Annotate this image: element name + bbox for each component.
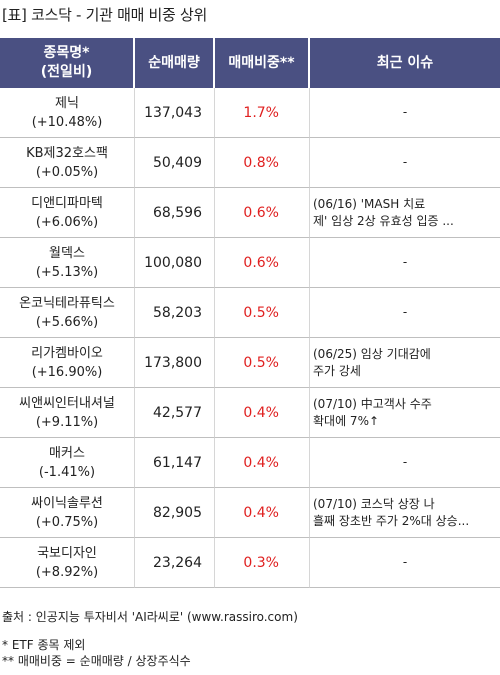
table-body: 제닉 (+10.48%) 137,043 1.7% - KB제32호스팩 (+0.05%) 5… [0,88,500,588]
institution-trading-table: 종목명* (전일비) 순매매량 매매비중** 최근 이슈 제닉 (+10.48%) 1… [0,38,500,588]
issue-text-line: 흘째 장초반 주가 2%대 상승... [313,513,470,528]
stock-name: KB제32호스팩 [26,145,108,161]
issue-text-line: - [402,155,408,169]
net-volume-cell: 42,577 [135,388,215,438]
stock-name: 제닉 [55,95,79,111]
recent-issue-cell: - [310,88,500,138]
issue-text-line: (07/10) 코스닥 상장 나 [313,496,435,511]
stock-cell: 매커스 (-1.41%) [0,438,135,488]
issue-text-line: (06/16) 'MASH 치료 [313,196,426,211]
recent-issue-cell: - [310,538,500,588]
trade-ratio-cell: 0.3% [215,538,310,588]
header-name-label: 종목명* [43,45,90,61]
trade-ratio-cell: 0.5% [215,338,310,388]
page-title: [표] 코스닥 - 기관 매매 비중 상위 [2,6,208,24]
net-volume-cell: 68,596 [135,188,215,238]
net-volume-cell: 100,080 [135,238,215,288]
trade-ratio-cell: 0.4% [215,438,310,488]
stock-name: 디앤디파마텍 [31,195,103,211]
issue-text-line: - [402,555,408,569]
net-volume-cell: 61,147 [135,438,215,488]
stock-cell: 디앤디파마텍 (+6.06%) [0,188,135,238]
recent-issue-cell: - [310,138,500,188]
trade-ratio-cell: 0.4% [215,388,310,438]
stock-change: (+5.66%) [35,314,99,330]
stock-change: (+0.75%) [35,514,99,530]
table-row: 국보디자인 (+8.92%) 23,264 0.3% - [0,538,500,588]
stock-change: (+5.13%) [35,264,99,280]
net-volume-cell: 23,264 [135,538,215,588]
table-row: 제닉 (+10.48%) 137,043 1.7% - [0,88,500,138]
issue-text-line: - [402,255,408,269]
trade-ratio-cell: 0.8% [215,138,310,188]
issue-text-line: 주가 강세 [313,363,361,378]
stock-change: (+9.11%) [35,414,99,430]
net-volume-cell: 50,409 [135,138,215,188]
issue-text-line: - [402,105,408,119]
trade-ratio-cell: 1.7% [215,88,310,138]
trade-ratio-cell: 0.6% [215,238,310,288]
issue-text-line: (06/25) 임상 기대감에 [313,346,431,361]
footnote-etf: * ETF 종목 제외 [2,638,86,652]
footnote-ratio: ** 매매비중 = 순매매량 / 상장주식수 [2,654,191,668]
recent-issue-cell: - [310,288,500,338]
trade-ratio-cell: 0.4% [215,488,310,538]
issue-text-line: 제' 임상 2상 유효성 입증 ... [313,213,454,228]
trade-ratio-cell: 0.5% [215,288,310,338]
header-trade-ratio: 매매비중** [215,38,310,88]
recent-issue-cell: - [310,438,500,488]
table-row: 씨앤씨인터내셔널 (+9.11%) 42,577 0.4% (07/10) 中고객사 수… [0,388,500,438]
recent-issue-cell: - [310,238,500,288]
stock-change: (+6.06%) [35,214,99,230]
net-volume-cell: 137,043 [135,88,215,138]
stock-name: 싸이닉솔루션 [31,495,103,511]
issue-text-line: - [402,305,408,319]
stock-cell: 씨앤씨인터내셔널 (+9.11%) [0,388,135,438]
source-note: 출처 : 인공지능 투자비서 'AI라씨로' (www.rassiro.com) [2,610,298,624]
issue-text-line: (07/10) 中고객사 수주 [313,396,432,411]
table-header-row: 종목명* (전일비) 순매매량 매매비중** 최근 이슈 [0,38,500,88]
issue-text-line: 확대에 7%↑ [313,413,380,428]
table-row: KB제32호스팩 (+0.05%) 50,409 0.8% - [0,138,500,188]
stock-change: (+0.05%) [35,164,99,180]
stock-cell: 월덱스 (+5.13%) [0,238,135,288]
table-row: 월덱스 (+5.13%) 100,080 0.6% - [0,238,500,288]
stock-cell: 싸이닉솔루션 (+0.75%) [0,488,135,538]
table-row: 싸이닉솔루션 (+0.75%) 82,905 0.4% (07/10) 코스닥 상장 나… [0,488,500,538]
net-volume-cell: 58,203 [135,288,215,338]
stock-cell: KB제32호스팩 (+0.05%) [0,138,135,188]
table-row: 디앤디파마텍 (+6.06%) 68,596 0.6% (06/16) 'MASH 치료… [0,188,500,238]
table-row: 온코닉테라퓨틱스 (+5.66%) 58,203 0.5% - [0,288,500,338]
stock-name: 월덱스 [49,245,85,261]
stock-cell: 국보디자인 (+8.92%) [0,538,135,588]
stock-cell: 리가켐바이오 (+16.90%) [0,338,135,388]
table-row: 매커스 (-1.41%) 61,147 0.4% - [0,438,500,488]
net-volume-cell: 173,800 [135,338,215,388]
stock-change: (-1.41%) [38,464,96,480]
table-row: 리가켐바이오 (+16.90%) 173,800 0.5% (06/25) 임상 기대감… [0,338,500,388]
stock-name: 온코닉테라퓨틱스 [19,295,115,311]
stock-change: (+10.48%) [31,114,103,130]
header-stock-name: 종목명* (전일비) [0,38,135,88]
stock-name: 매커스 [49,445,85,461]
stock-cell: 제닉 (+10.48%) [0,88,135,138]
header-name-sub-label: (전일비) [40,64,93,80]
issue-text-line: - [402,455,408,469]
stock-change: (+16.90%) [31,364,103,380]
stock-name: 리가켐바이오 [31,345,103,361]
stock-name: 국보디자인 [37,545,97,561]
stock-cell: 온코닉테라퓨틱스 (+5.66%) [0,288,135,338]
header-recent-issue: 최근 이슈 [310,38,500,88]
stock-name: 씨앤씨인터내셔널 [19,395,115,411]
header-net-volume: 순매매량 [135,38,215,88]
stock-change: (+8.92%) [35,564,99,580]
trade-ratio-cell: 0.6% [215,188,310,238]
net-volume-cell: 82,905 [135,488,215,538]
